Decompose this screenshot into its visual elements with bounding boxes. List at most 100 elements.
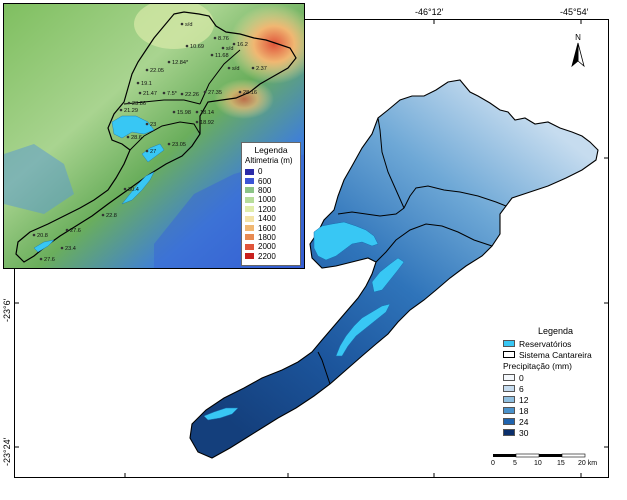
scale-tick: 10 — [534, 460, 542, 467]
station-marker — [221, 46, 225, 50]
altimetry-class: 1200 — [245, 205, 297, 214]
precip-class: 6 — [503, 383, 608, 394]
precip-class-label: 24 — [519, 416, 529, 427]
lon-tick-label: -46°12′ — [415, 7, 444, 17]
scale-tick: 5 — [513, 460, 517, 467]
north-label: N — [575, 33, 581, 42]
altimetry-class-label: 1400 — [258, 214, 276, 224]
altimetry-swatch — [245, 206, 254, 213]
altimetry-class-label: 2000 — [258, 242, 276, 252]
reservoir-swatch — [503, 340, 515, 347]
station-marker — [145, 122, 149, 126]
station-label: 21.47 — [143, 91, 157, 97]
station-label: 28.6 — [131, 135, 142, 141]
station-label: 7.5* — [167, 91, 178, 97]
altimetry-class-label: 1200 — [258, 204, 276, 214]
station-label: 23.4 — [65, 246, 76, 252]
station-marker — [145, 149, 149, 153]
station-marker — [162, 91, 166, 95]
altimetry-class-label: 1800 — [258, 232, 276, 242]
station-marker — [172, 110, 176, 114]
station-marker — [195, 120, 199, 124]
precip-class-label: 6 — [519, 383, 524, 394]
station-marker — [167, 60, 171, 64]
precip-class: 12 — [503, 394, 608, 405]
altimetry-class: 1400 — [245, 214, 297, 223]
station-label: 22.8 — [106, 213, 117, 219]
precip-class-label: 12 — [519, 394, 529, 405]
altimetry-inset-map: s/d 10.69 8.76 16.2 s/d 11.68 12.84* 22.05 s/d 2.… — [3, 3, 305, 269]
sub-basin-divide — [377, 117, 405, 209]
north-arrow-icon: N — [571, 33, 585, 68]
station-label: 18.92 — [200, 120, 214, 126]
main-legend: Legenda Reservatórios Sistema Cantareira… — [503, 326, 608, 438]
station-marker — [238, 90, 242, 94]
altimetry-class-label: 2200 — [258, 251, 276, 261]
legend-item-system: Sistema Cantareira — [503, 349, 608, 360]
altimetry-class: 2200 — [245, 252, 297, 261]
station-marker — [180, 22, 184, 26]
station-marker — [123, 187, 127, 191]
station-marker — [213, 36, 217, 40]
station-label: 22.05 — [150, 68, 164, 74]
station-label: 11.68 — [215, 53, 229, 59]
station-label: s/d — [185, 22, 192, 28]
altimetry-legend-subtitle: Altimetria (m) — [245, 156, 293, 165]
station-marker — [195, 110, 199, 114]
precip-legend-classes: 0 6 12 18 24 30 — [503, 372, 608, 438]
system-swatch — [503, 351, 515, 358]
station-label: 10.69 — [190, 44, 204, 50]
inset-basin-outline — [15, 11, 297, 263]
station-label: 27 — [150, 149, 156, 155]
altimetry-legend: Legenda Altimetria (m) 0 600 800 1000 1200 14… — [241, 142, 301, 266]
station-marker — [167, 142, 171, 146]
precip-class-label: 30 — [519, 427, 529, 438]
station-label: 16.2 — [237, 42, 248, 48]
station-marker — [136, 81, 140, 85]
station-label: 30.4 — [128, 187, 139, 193]
station-marker — [126, 135, 130, 139]
station-label: 27.6 — [44, 257, 55, 263]
altimetry-swatch — [245, 253, 254, 260]
precip-class: 30 — [503, 427, 608, 438]
station-label: 23.86 — [132, 101, 146, 107]
legend-item-reservoirs: Reservatórios — [503, 338, 608, 349]
altimetry-class-label: 1600 — [258, 223, 276, 233]
precip-class: 0 — [503, 372, 608, 383]
station-marker — [60, 246, 64, 250]
station-label: 2.37 — [256, 66, 267, 72]
station-marker — [180, 92, 184, 96]
sub-basin-divide — [317, 351, 331, 385]
station-marker — [65, 228, 69, 232]
altimetry-swatch — [245, 215, 254, 222]
altimetry-class-label: 1000 — [258, 195, 276, 205]
sub-basin-divide — [337, 185, 507, 217]
altimetry-class: 1000 — [245, 195, 297, 204]
main-legend-title: Legenda — [537, 326, 574, 336]
station-label: 28.16 — [243, 90, 257, 96]
altimetry-class: 0 — [245, 167, 297, 176]
station-marker — [203, 90, 207, 94]
precip-swatch — [503, 418, 515, 425]
precip-class: 18 — [503, 405, 608, 416]
altimetry-class: 800 — [245, 186, 297, 195]
precip-swatch — [503, 429, 515, 436]
scale-bar: 0 5 10 15 20 km — [490, 452, 600, 472]
station-marker — [145, 68, 149, 72]
altimetry-swatch — [245, 234, 254, 241]
precip-legend-title: Precipitação (mm) — [503, 361, 572, 371]
station-marker — [119, 108, 123, 112]
station-label: 20.8 — [37, 233, 48, 239]
precip-swatch — [503, 396, 515, 403]
precip-swatch — [503, 374, 515, 381]
station-label: s/d — [226, 46, 233, 52]
legend-system-label: Sistema Cantareira — [519, 349, 592, 360]
precip-swatch — [503, 385, 515, 392]
station-label: 23 — [150, 122, 156, 128]
station-marker — [227, 66, 231, 70]
altimetry-swatch — [245, 196, 254, 203]
station-label: 12.84* — [172, 60, 189, 66]
